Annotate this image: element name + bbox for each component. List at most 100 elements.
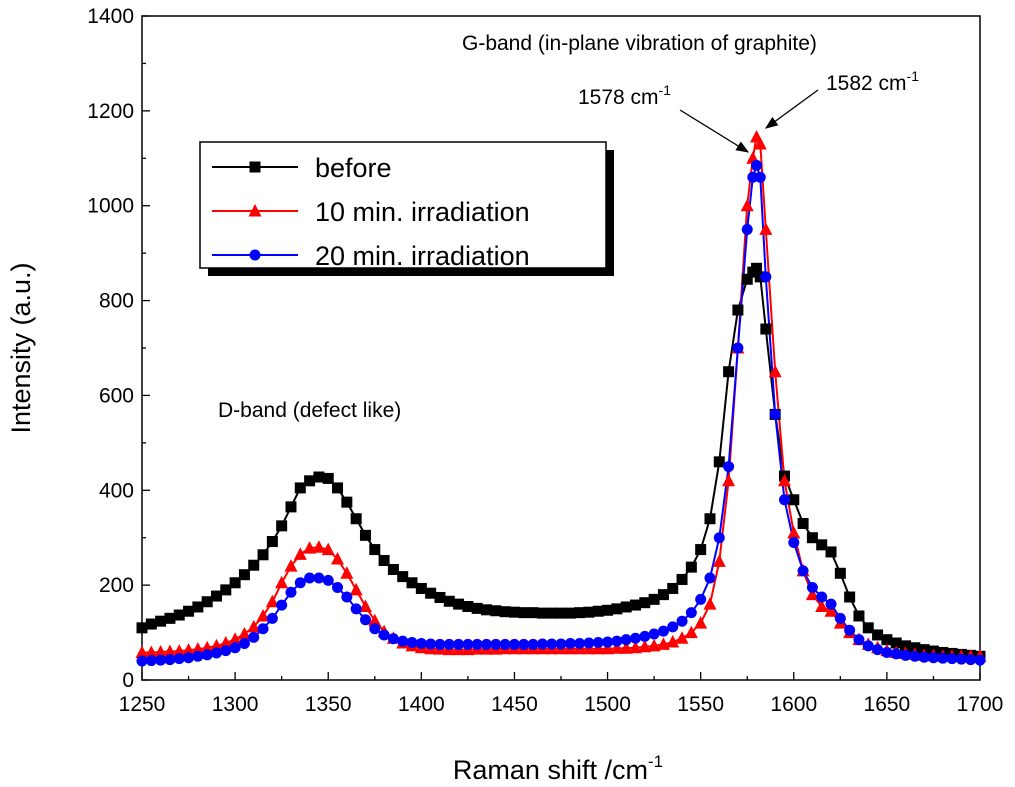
data-point — [805, 587, 819, 601]
data-point — [722, 473, 736, 487]
data-point — [341, 591, 353, 603]
data-point — [387, 563, 399, 575]
data-point — [257, 623, 269, 635]
data-point — [927, 652, 939, 664]
data-point — [406, 577, 418, 589]
data-point — [276, 520, 288, 532]
legend: before 10 min. irradiation 20 min. irradia… — [199, 141, 614, 276]
data-point — [753, 137, 767, 150]
data-point — [900, 640, 912, 652]
data-point — [648, 593, 660, 605]
data-point — [909, 650, 921, 662]
x-tick-label: 1350 — [305, 693, 352, 716]
x-tick-label: 1700 — [957, 693, 1004, 716]
data-point — [508, 638, 520, 650]
data-point — [834, 612, 846, 624]
data-point — [322, 472, 334, 484]
data-point — [676, 573, 688, 585]
legend-label: 10 min. irradiation — [315, 197, 530, 227]
data-point — [164, 612, 176, 624]
data-point — [481, 604, 493, 616]
data-point — [155, 654, 167, 666]
data-point — [378, 554, 390, 566]
data-point — [406, 637, 418, 649]
data-point — [527, 607, 539, 619]
data-point — [657, 589, 669, 601]
y-tick-label: 400 — [99, 479, 134, 502]
data-point — [164, 654, 176, 666]
data-point — [182, 643, 196, 656]
data-point — [732, 304, 744, 316]
x-axis-title-main: Raman shift /cm — [453, 755, 648, 785]
data-point — [713, 456, 725, 468]
data-point — [173, 653, 185, 665]
data-point — [453, 638, 465, 650]
data-point — [881, 634, 893, 646]
data-point — [145, 655, 157, 667]
x-tick-label: 1250 — [119, 693, 166, 716]
data-point — [229, 642, 241, 654]
data-point — [740, 198, 754, 212]
data-point — [825, 598, 837, 610]
data-point — [248, 559, 260, 571]
legend-marker — [249, 161, 261, 173]
data-point — [760, 323, 772, 335]
data-point — [220, 645, 232, 657]
data-point — [583, 606, 595, 618]
data-point — [564, 607, 576, 619]
data-point — [695, 593, 707, 605]
data-point — [629, 632, 641, 644]
data-point — [620, 601, 632, 613]
data-point — [453, 598, 465, 610]
data-point — [628, 640, 642, 654]
data-point — [703, 597, 717, 610]
y-tick-label: 600 — [99, 384, 134, 407]
data-point — [853, 610, 865, 622]
data-point — [601, 641, 615, 655]
data-point — [900, 649, 912, 661]
data-point — [648, 628, 660, 640]
data-point — [499, 638, 511, 650]
data-point — [312, 540, 326, 553]
data-point — [610, 641, 624, 654]
data-point — [712, 554, 726, 567]
data-point — [490, 605, 502, 617]
data-point — [778, 494, 790, 506]
data-point — [667, 621, 679, 633]
data-point — [834, 567, 846, 579]
data-point — [237, 626, 251, 640]
data-point — [555, 638, 567, 650]
data-point — [321, 542, 335, 556]
data-point — [415, 637, 427, 649]
g-band-annotation: G-band (in-plane vibration of graphite) — [462, 32, 817, 55]
legend-box — [199, 141, 607, 269]
d-band-annotation: D-band (defect like) — [218, 399, 401, 422]
data-point — [684, 625, 698, 639]
data-point — [341, 496, 353, 508]
data-point — [172, 644, 186, 657]
data-point — [965, 654, 977, 666]
data-point — [349, 582, 363, 596]
data-point — [155, 615, 167, 627]
data-point — [564, 637, 576, 649]
x-axis-title-sup: -1 — [648, 752, 663, 771]
data-point — [676, 615, 688, 627]
data-point — [675, 631, 689, 644]
data-point — [359, 529, 371, 541]
data-point — [471, 602, 483, 614]
data-point — [583, 637, 595, 649]
data-point — [285, 501, 297, 513]
y-axis-title-group: Intensity (a.u.) — [6, 262, 36, 433]
peak-1578-label-sup: -1 — [659, 82, 672, 98]
data-point — [787, 525, 801, 539]
data-point — [723, 461, 735, 473]
data-point — [555, 607, 567, 619]
y-axis-title: Intensity (a.u.) — [6, 262, 36, 433]
data-point — [275, 575, 289, 589]
data-point — [425, 587, 437, 599]
data-point — [732, 342, 744, 354]
data-point — [210, 590, 222, 602]
data-point — [191, 642, 205, 655]
data-point — [183, 652, 195, 664]
